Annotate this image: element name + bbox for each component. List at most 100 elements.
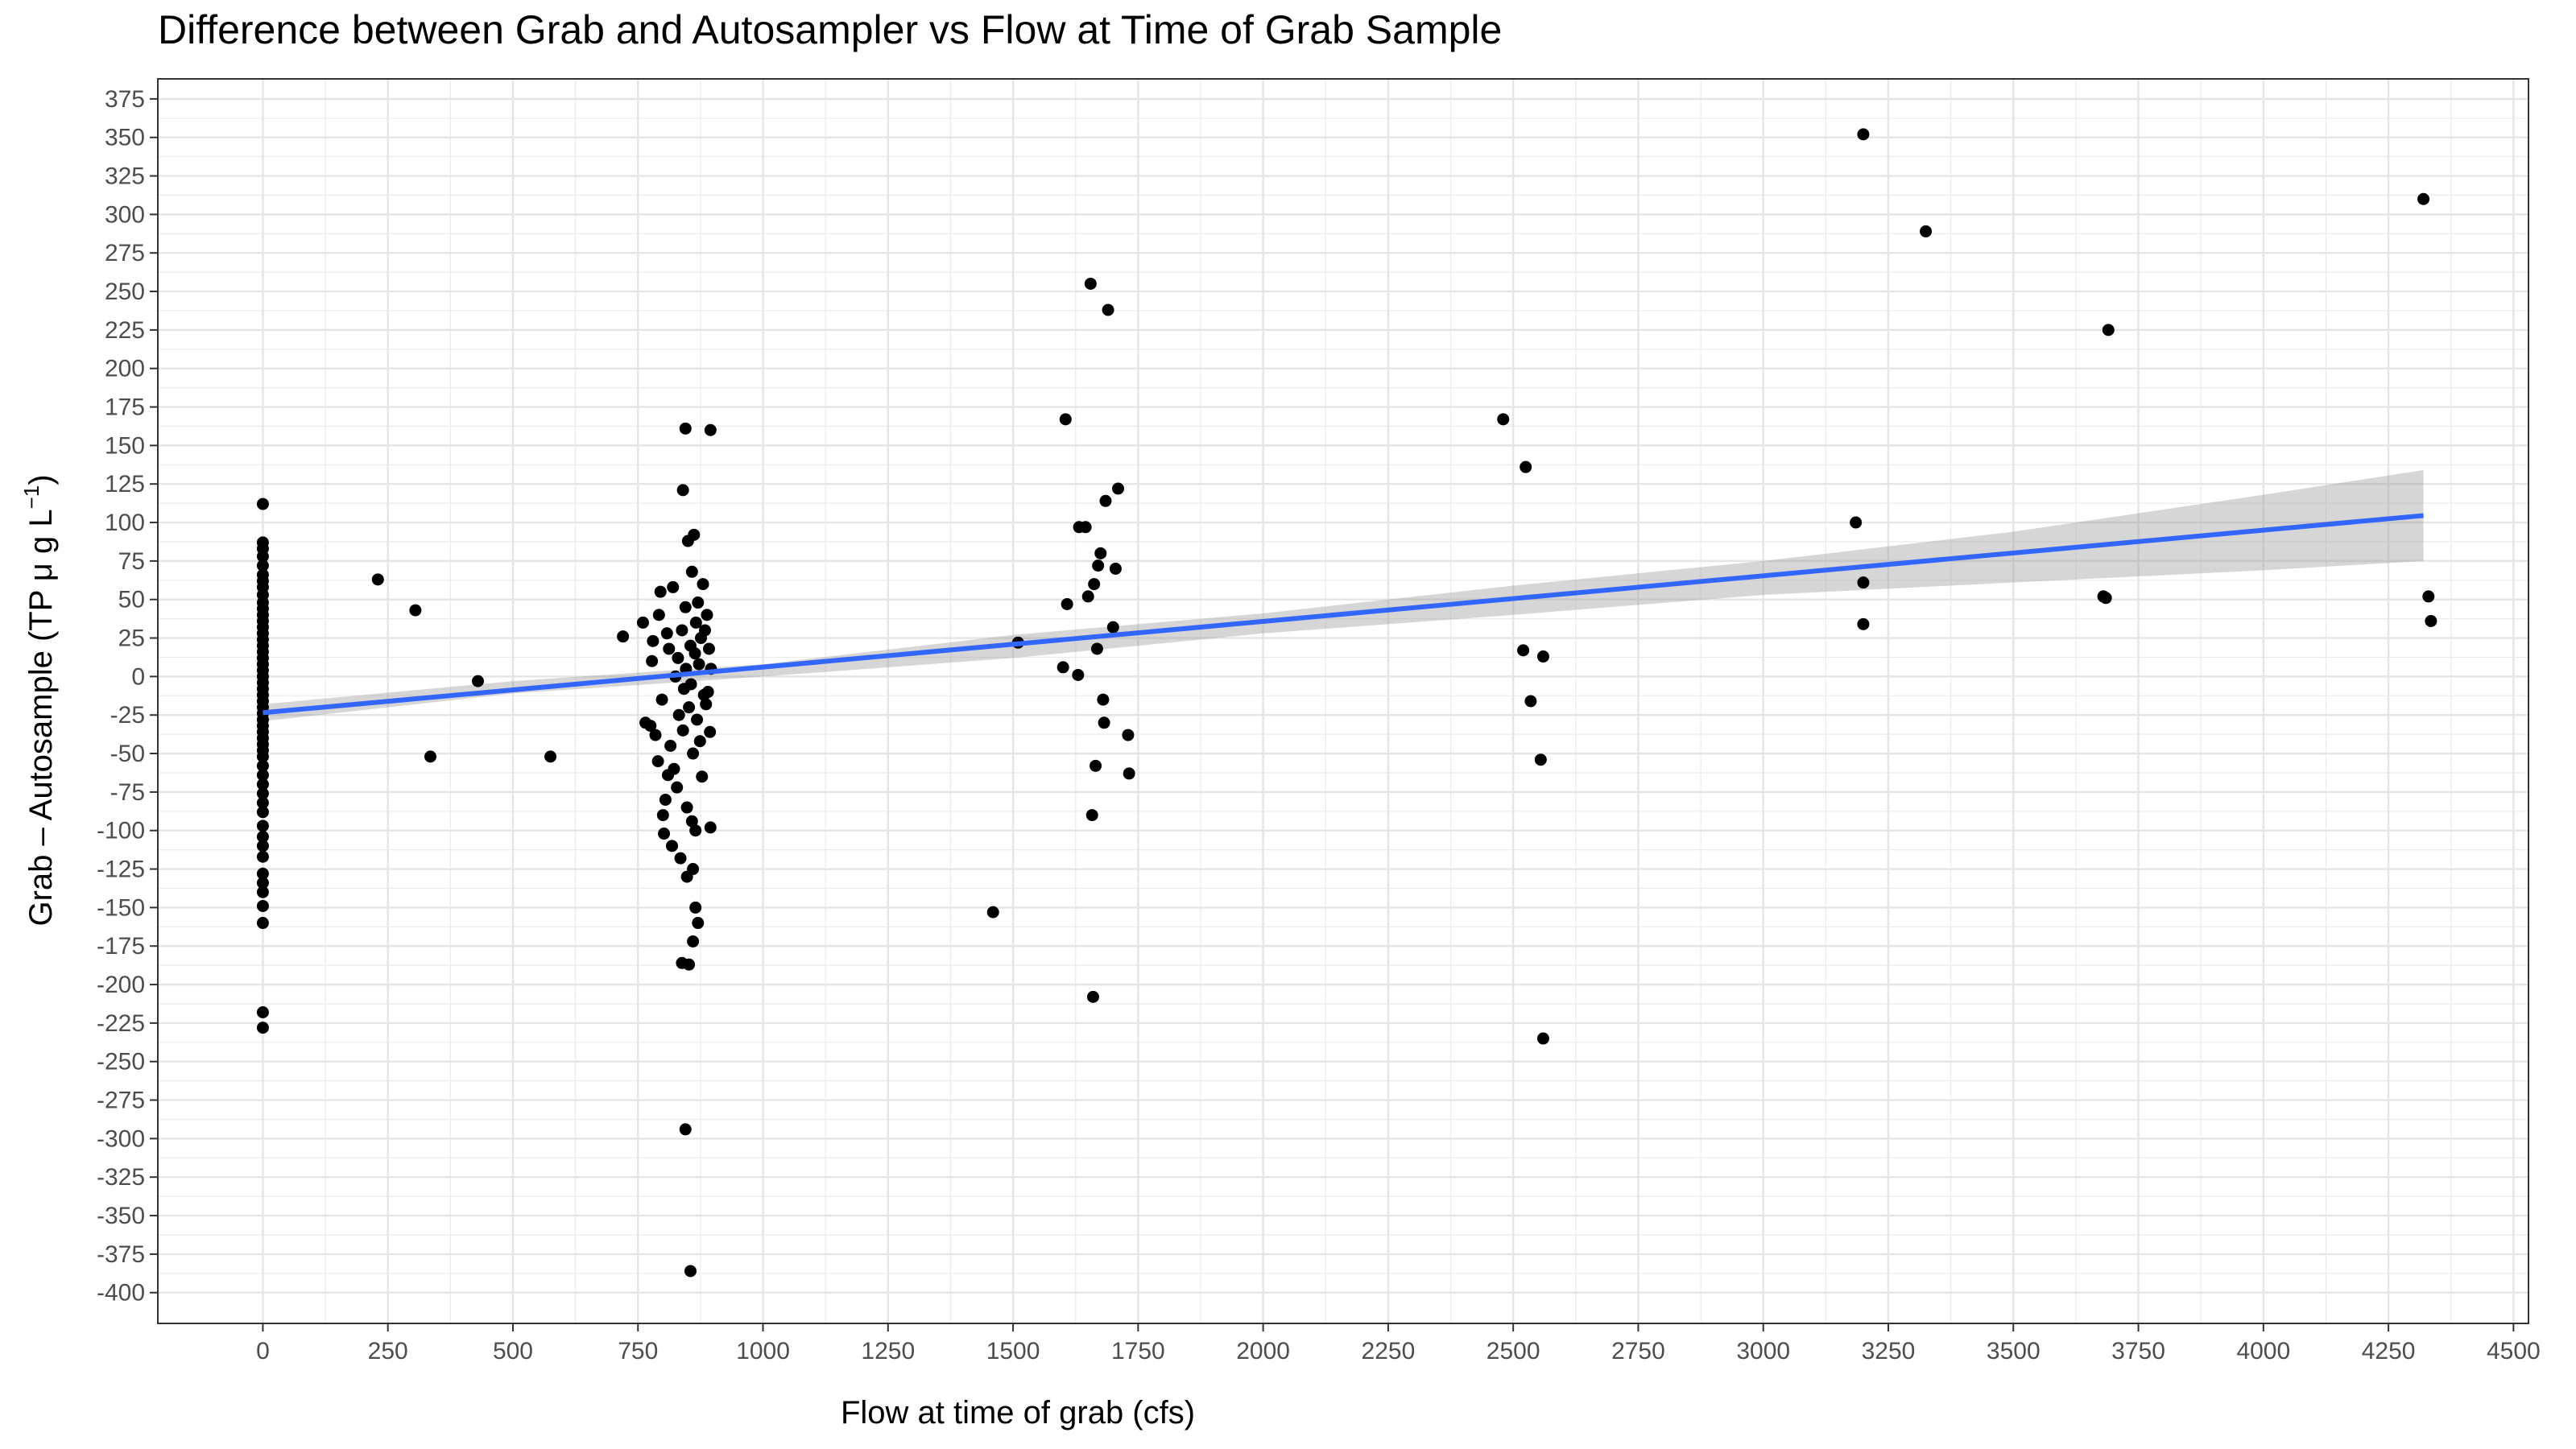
y-axis-title: Grab – Autosample (TP μ g L−1) [19, 474, 59, 926]
data-point [658, 828, 671, 840]
data-point [256, 830, 269, 843]
data-point [692, 917, 705, 930]
data-point [256, 796, 269, 809]
data-point [1920, 225, 1933, 237]
data-point [684, 678, 697, 691]
y-tick-label: -25 [110, 702, 145, 729]
data-point [1112, 482, 1125, 495]
data-point [1850, 516, 1863, 529]
data-point [256, 550, 269, 563]
x-tick-label: 750 [618, 1338, 658, 1364]
data-point [654, 585, 667, 598]
data-point [1536, 1032, 1549, 1045]
minor-gridlines [158, 79, 2528, 1323]
y-tick-label: 100 [105, 510, 145, 536]
data-point [687, 747, 700, 760]
data-point [256, 1006, 269, 1018]
y-tick-label: -200 [97, 972, 145, 998]
data-point [256, 759, 269, 772]
y-tick-label: 50 [118, 587, 145, 613]
data-point [256, 559, 269, 572]
data-point [986, 906, 999, 919]
data-point [691, 713, 704, 726]
data-point [1092, 559, 1105, 572]
data-point [688, 528, 701, 541]
data-point [663, 642, 676, 655]
x-tick-label: 4000 [2236, 1338, 2290, 1364]
x-tick-label: 3000 [1736, 1338, 1790, 1364]
data-point [1122, 729, 1135, 741]
data-point [679, 422, 692, 435]
data-point [693, 735, 706, 748]
y-tick-label: -175 [97, 933, 145, 960]
y-tick-label: 125 [105, 471, 145, 497]
data-point [664, 739, 677, 752]
y-tick-label: 350 [105, 125, 145, 151]
data-point [651, 755, 664, 768]
x-tick-label: 3750 [2111, 1338, 2165, 1364]
y-axis-ticks: -400-375-350-325-300-275-250-225-200-175… [97, 86, 158, 1307]
x-tick-label: 4500 [2487, 1338, 2541, 1364]
data-point [1084, 277, 1097, 290]
y-tick-label: 325 [105, 163, 145, 190]
y-tick-label: 200 [105, 356, 145, 382]
data-point [2417, 192, 2430, 205]
data-point [701, 609, 713, 621]
data-point [674, 852, 687, 865]
data-point [256, 819, 269, 832]
fit-line [263, 513, 2424, 716]
data-point [1090, 642, 1103, 655]
y-tick-label: 150 [105, 432, 145, 459]
data-point [256, 787, 269, 800]
data-point [700, 698, 713, 711]
data-point [676, 484, 689, 497]
data-point [671, 781, 684, 794]
data-point [1534, 753, 1547, 766]
plot-border [157, 78, 2529, 1324]
x-axis-title: Flow at time of grab (cfs) [841, 1395, 1195, 1430]
y-tick-label: -300 [97, 1125, 145, 1152]
data-point [685, 815, 698, 828]
data-point [2099, 592, 2112, 605]
data-point [256, 769, 269, 782]
data-point [665, 840, 678, 852]
data-point [704, 821, 717, 834]
data-point [1517, 644, 1530, 657]
fit-line-layer [263, 513, 2424, 716]
x-tick-label: 2750 [1611, 1338, 1665, 1364]
data-point [256, 899, 269, 912]
y-tick-label: 375 [105, 86, 145, 113]
data-point [1079, 521, 1092, 534]
data-point [256, 840, 269, 852]
y-tick-label: -375 [97, 1241, 145, 1268]
data-point [693, 658, 705, 671]
data-point [1086, 990, 1099, 1003]
data-point [256, 778, 269, 791]
data-point [689, 901, 702, 914]
data-point [617, 630, 630, 643]
data-point [688, 647, 701, 660]
data-point [636, 616, 649, 629]
y-tick-label: -75 [110, 779, 145, 806]
chart-title: Difference between Grab and Autosampler … [158, 7, 1503, 52]
data-point [256, 806, 269, 819]
x-tick-label: 3250 [1862, 1338, 1916, 1364]
data-point [698, 624, 711, 637]
data-point [696, 770, 709, 783]
data-point [692, 597, 705, 609]
data-point [680, 801, 693, 814]
data-point [256, 1022, 269, 1034]
data-point [683, 701, 696, 714]
x-tick-label: 1000 [736, 1338, 790, 1364]
y-tick-label: -325 [97, 1164, 145, 1191]
data-point [667, 580, 680, 593]
data-point [647, 634, 660, 647]
plot-panel [157, 78, 2529, 1324]
data-point [1857, 128, 1870, 141]
data-point [672, 651, 684, 664]
y-tick-label: -100 [97, 818, 145, 844]
x-tick-label: 1250 [861, 1338, 915, 1364]
y-tick-label: 275 [105, 240, 145, 266]
data-point [676, 624, 688, 637]
